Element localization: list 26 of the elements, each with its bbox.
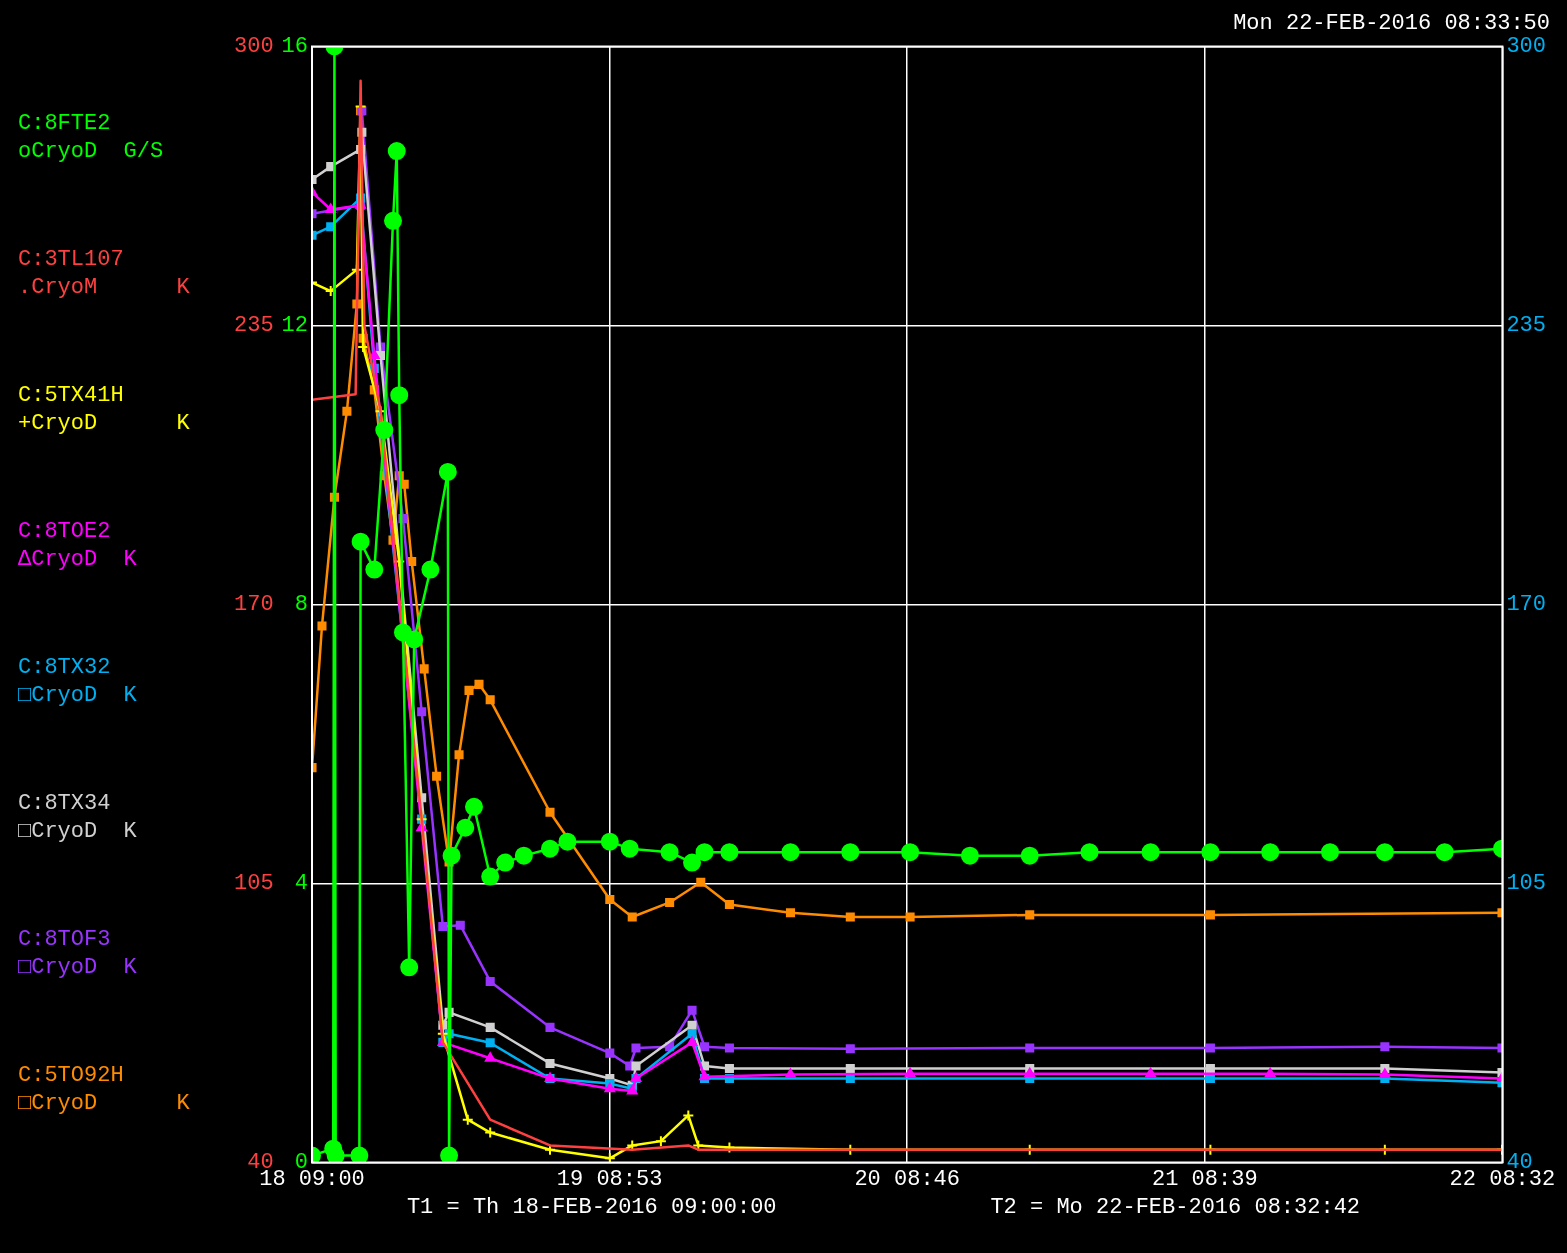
text: C:5TX41H +CryoD K [17,382,191,438]
y-tick-label: 8 [294,592,309,618]
text: T2 = Mo 22-FEB-2016 08:32:42 [990,1195,1361,1220]
text: C:8TX34 □CryoD K [17,790,138,846]
text: C:3TL107 .CryoM K [17,246,191,302]
text: C:8TOE2 ΔCryoD K [17,518,138,574]
text: C:5TO92H □CryoD K [17,1062,191,1118]
text: T1 = Th 18-FEB-2016 09:00:00 [406,1195,777,1220]
y2-tick-label: 235 [1506,313,1546,339]
x-tick-label: 21 08:39 [1151,1166,1258,1192]
y-tick-label: 16 [281,34,309,60]
y3-tick-label: 170 [234,592,274,618]
y3-tick-label: 235 [234,313,274,339]
text: C:8FTE2 oCryoD G/S [17,110,165,166]
y-tick-label: 12 [281,313,309,339]
y3-tick-label: 300 [234,34,274,60]
y-tick-label: 4 [294,871,309,897]
chart-title: Mon 22-FEB-2016 08:33:50 [1233,11,1550,37]
x-tick-label: 20 08:46 [854,1166,961,1192]
y2-tick-label: 300 [1506,34,1546,60]
y3-tick-label: 105 [234,871,274,897]
x-tick-label: 19 08:53 [556,1166,663,1192]
text: C:8TOF3 □CryoD K [17,926,138,982]
text: C:8TX32 □CryoD K [17,654,138,710]
y2-tick-label: 170 [1506,592,1546,618]
y2-tick-label: 105 [1506,871,1546,897]
